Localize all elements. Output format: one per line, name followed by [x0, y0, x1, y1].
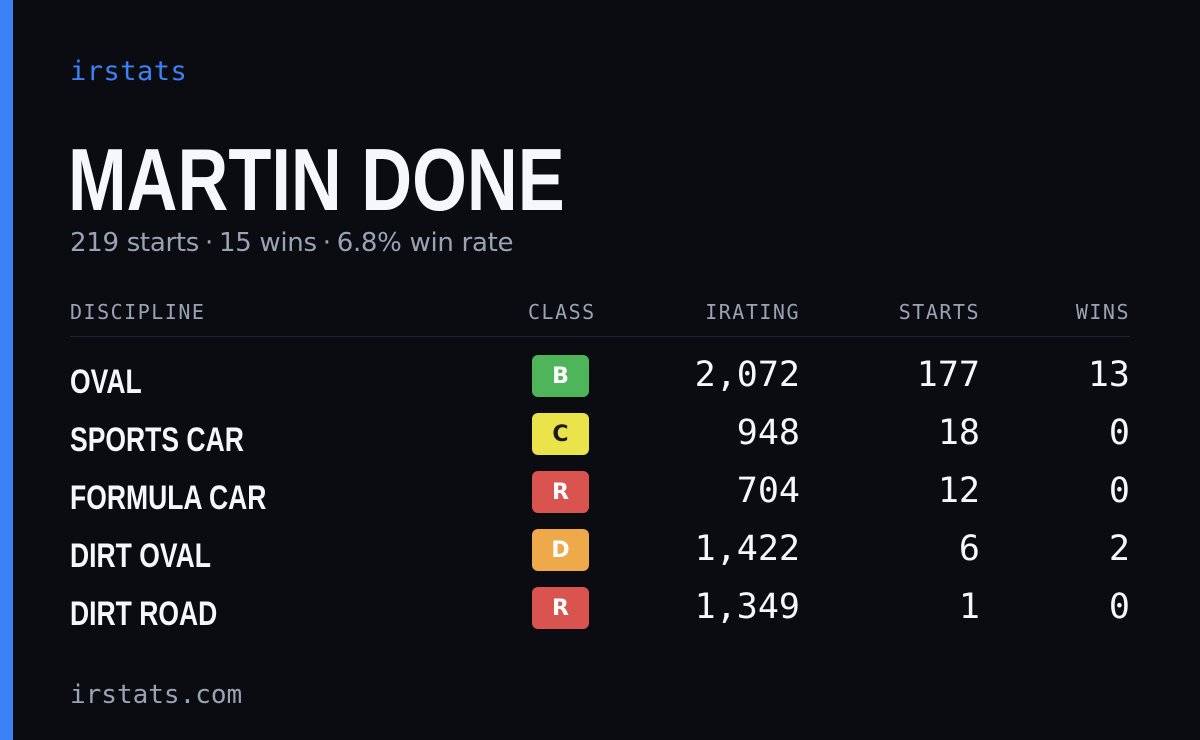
starts-value: 12 — [937, 471, 980, 511]
wins-count: 15 wins — [218, 228, 317, 258]
starts-count: 219 starts — [70, 228, 199, 258]
irating-value: 2,072 — [694, 355, 800, 395]
starts-value: 177 — [916, 355, 980, 395]
starts-value: 1 — [958, 587, 980, 627]
wins-value: 0 — [1108, 471, 1130, 511]
class-badge: R — [532, 471, 589, 513]
table-row: DIRT ROAD R 1,349 1 0 — [70, 583, 1130, 641]
footer-url: irstats.com — [70, 680, 243, 710]
table-row: FORMULA CAR R 704 12 0 — [70, 467, 1130, 525]
class-badge: R — [532, 587, 589, 629]
header-irating: IRATING — [705, 300, 800, 324]
irating-value: 1,422 — [694, 529, 800, 569]
irating-value: 704 — [736, 471, 800, 511]
discipline-name: OVAL — [70, 363, 142, 401]
table-row: DIRT OVAL D 1,422 6 2 — [70, 525, 1130, 583]
wins-value: 13 — [1087, 355, 1130, 395]
win-rate: 6.8% win rate — [336, 228, 514, 258]
header-wins: WINS — [1075, 300, 1130, 324]
wins-value: 0 — [1108, 413, 1130, 453]
header-starts: STARTS — [898, 300, 980, 324]
header-discipline: DISCIPLINE — [70, 300, 206, 324]
driver-summary: 219 starts · 15 wins · 6.8% win rate — [70, 228, 513, 258]
brand-logo-text: irstats — [70, 56, 188, 87]
class-badge: B — [532, 355, 589, 397]
discipline-name: DIRT OVAL — [70, 537, 211, 575]
discipline-name: FORMULA CAR — [70, 479, 267, 517]
irating-value: 948 — [736, 413, 800, 453]
accent-bar — [0, 0, 13, 740]
header-class: CLASS — [528, 300, 596, 324]
separator-dot: · — [322, 228, 331, 258]
discipline-name: SPORTS CAR — [70, 421, 244, 459]
table-row: OVAL B 2,072 177 13 — [70, 351, 1130, 409]
table-row: SPORTS CAR C 948 18 0 — [70, 409, 1130, 467]
table-header: DISCIPLINE CLASS IRATING STARTS WINS — [70, 296, 1130, 337]
class-badge: C — [532, 413, 589, 455]
separator-dot: · — [205, 228, 213, 258]
wins-value: 2 — [1108, 529, 1130, 569]
wins-value: 0 — [1108, 587, 1130, 627]
table-body: OVAL B 2,072 177 13 SPORTS CAR C 948 18 0 FORMULA … — [70, 351, 1130, 641]
irating-value: 1,349 — [694, 587, 800, 627]
discipline-name: DIRT ROAD — [70, 595, 218, 633]
starts-value: 6 — [958, 529, 980, 569]
class-badge: D — [532, 529, 589, 571]
starts-value: 18 — [937, 413, 980, 453]
discipline-table: DISCIPLINE CLASS IRATING STARTS WINS OVA… — [70, 296, 1130, 641]
driver-name: MARTIN DONE — [68, 130, 565, 229]
